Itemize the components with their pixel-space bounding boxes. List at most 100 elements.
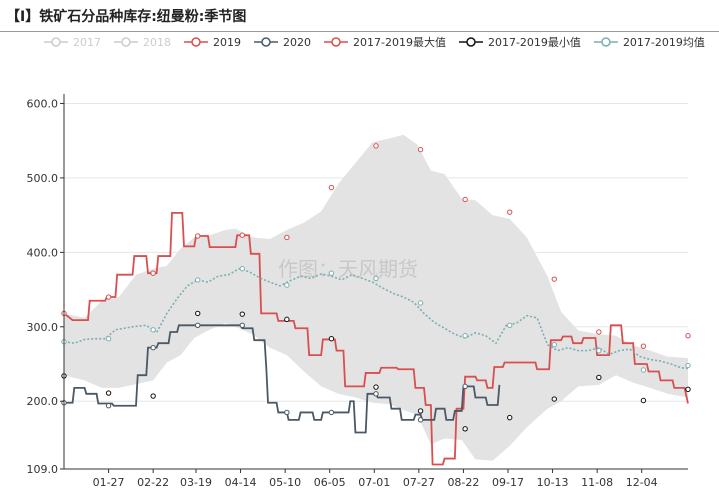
- avg-marker: [640, 367, 647, 373]
- legend-marker: [466, 37, 476, 47]
- x-tick-label: 11-08: [581, 476, 613, 489]
- chart-legend: 2017 2018 2019 2020 2017-2019最大值 2017-2019最小值…: [44, 35, 705, 49]
- x-tick-label: 02-22: [137, 476, 169, 489]
- series-2020-marker: [373, 391, 379, 397]
- series-2020-marker: [328, 409, 335, 416]
- max-marker: [640, 343, 647, 349]
- min-marker: [596, 374, 602, 381]
- min-marker: [373, 384, 379, 390]
- legend-item-2017-2019最小值[interactable]: 2017-2019最小值: [458, 36, 581, 49]
- legend-item-2017-2019均值[interactable]: 2017-2019均值: [593, 36, 705, 49]
- series-2020-marker: [105, 403, 112, 409]
- max-marker: [462, 196, 468, 203]
- series-2020-marker: [462, 383, 468, 390]
- legend-label: 2018: [143, 36, 171, 49]
- max-marker: [328, 184, 335, 191]
- max-marker: [551, 276, 557, 282]
- x-tick-label: 09-17: [492, 476, 524, 489]
- max-marker: [507, 209, 513, 215]
- series-2020-marker: [417, 417, 424, 423]
- min-marker: [195, 310, 201, 317]
- legend-marker: [331, 37, 341, 47]
- legend-label: 2019: [213, 36, 241, 49]
- x-tick-label: 10-13: [537, 476, 569, 489]
- y-tick-label: 500.0: [27, 172, 59, 185]
- legend-item-2020[interactable]: 2020: [254, 36, 311, 49]
- chart-axes: 109.0 200.0 300.0 400.0 500.0 600.0 01-27 02-22…: [27, 94, 688, 489]
- min-marker: [328, 336, 335, 342]
- max-marker: [105, 294, 112, 300]
- series-line-2020: [64, 324, 501, 434]
- min-marker: [284, 316, 290, 323]
- series-lines: [63, 211, 689, 466]
- max-marker: [685, 333, 691, 339]
- legend-marker: [121, 37, 131, 47]
- max-marker: [373, 143, 379, 149]
- min-marker: [150, 393, 156, 399]
- legend-label: 2017-2019最小值: [488, 36, 581, 49]
- max-marker: [195, 233, 201, 239]
- legend-label: 2017: [73, 36, 101, 49]
- avg-marker: [328, 270, 335, 276]
- max-marker: [596, 329, 602, 335]
- min-marker: [551, 396, 557, 402]
- legend-marker: [601, 37, 611, 47]
- series-2020-marker: [150, 344, 156, 351]
- series-line-2019: [63, 211, 689, 466]
- max-marker: [417, 146, 424, 153]
- min-marker: [417, 408, 424, 414]
- x-tick-label: 12-04: [626, 476, 658, 489]
- avg-marker: [195, 277, 201, 283]
- series-2020-marker: [239, 322, 245, 329]
- x-tick-label: 07-27: [403, 476, 435, 489]
- min-marker: [105, 390, 112, 396]
- legend-item-2017-2019最大值[interactable]: 2017-2019最大值: [324, 35, 446, 49]
- min-marker: [507, 414, 513, 421]
- x-tick-label: 01-27: [93, 476, 125, 489]
- avg-marker: [417, 300, 424, 306]
- min-marker: [640, 397, 647, 404]
- min-marker: [462, 426, 468, 432]
- x-tick-label: 03-19: [180, 476, 212, 489]
- x-tick-label: 07-01: [358, 476, 390, 489]
- legend-marker: [51, 37, 61, 47]
- avg-marker: [239, 266, 245, 272]
- min-marker: [239, 311, 245, 317]
- avg-marker: [551, 341, 557, 348]
- avg-marker: [373, 275, 379, 282]
- title-divider: [0, 31, 719, 32]
- legend-item-2017[interactable]: 2017: [44, 36, 101, 49]
- max-marker: [284, 234, 290, 241]
- avg-marker: [284, 282, 290, 288]
- y-tick-label: 109.0: [27, 463, 59, 476]
- series-2020-marker: [195, 322, 201, 329]
- y-tick-label: 400.0: [27, 246, 59, 259]
- x-tick-label: 08-22: [447, 476, 479, 489]
- avg-marker: [462, 333, 468, 339]
- series-2020-marker: [284, 409, 290, 416]
- avg-marker: [507, 322, 513, 329]
- range-band: [64, 134, 688, 461]
- legend-item-2018[interactable]: 2018: [114, 36, 171, 49]
- x-tick-label: 04-14: [225, 476, 257, 489]
- avg-marker: [596, 347, 602, 354]
- legend-label: 2017-2019最大值: [353, 35, 446, 49]
- series-line-2017-2019均值: [63, 267, 689, 370]
- max-marker: [239, 232, 245, 238]
- legend-label: 2017-2019均值: [623, 36, 705, 49]
- max-min-range-band: [64, 134, 688, 461]
- y-tick-label: 200.0: [27, 395, 59, 408]
- legend-marker: [191, 37, 201, 47]
- x-tick-label: 05-10: [269, 476, 301, 489]
- y-tick-label: 600.0: [27, 97, 59, 110]
- chart-title: 【I】铁矿石分品种库存:纽曼粉:季节图: [6, 9, 247, 25]
- legend-item-2019[interactable]: 2019: [184, 36, 241, 49]
- y-tick-label: 300.0: [27, 321, 59, 334]
- min-marker: [685, 386, 691, 393]
- max-marker: [150, 270, 156, 276]
- x-tick-label: 06-05: [314, 476, 346, 489]
- avg-marker: [150, 327, 156, 333]
- avg-marker: [685, 362, 691, 369]
- avg-marker: [105, 336, 112, 342]
